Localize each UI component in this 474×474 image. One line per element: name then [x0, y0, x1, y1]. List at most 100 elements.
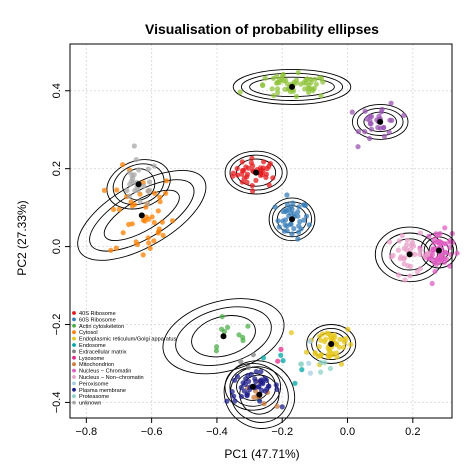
- data-point: [145, 188, 151, 194]
- data-point: [229, 389, 235, 395]
- legend-entry-label: 60S Ribosome: [79, 317, 116, 323]
- probability-ellipse: [351, 103, 409, 140]
- data-point: [234, 172, 241, 178]
- data-point: [448, 251, 454, 258]
- data-point: [381, 133, 387, 139]
- data-point: [293, 93, 300, 100]
- data-point: [426, 233, 432, 239]
- data-point: [407, 273, 413, 279]
- data-point: [278, 346, 284, 352]
- data-point: [397, 256, 403, 262]
- data-point: [126, 221, 132, 228]
- probability-ellipse: [223, 360, 296, 429]
- data-point: [214, 344, 220, 350]
- data-point: [131, 143, 137, 149]
- data-point: [307, 370, 313, 376]
- data-point: [252, 376, 258, 382]
- data-point: [238, 384, 244, 391]
- y-axis-label: PC2 (27.33%): [15, 200, 29, 275]
- data-point: [298, 81, 304, 87]
- data-point: [280, 218, 286, 224]
- data-point: [230, 170, 236, 176]
- probability-ellipse: [229, 154, 283, 191]
- probability-ellipse: [103, 189, 180, 241]
- data-point: [387, 239, 393, 245]
- data-point: [295, 236, 301, 242]
- legend-marker: [72, 381, 76, 386]
- y-tick-label: −0.2: [51, 314, 63, 336]
- centroid-point: [249, 383, 256, 390]
- legend-entry-label: Actin cytoskeleton: [79, 324, 124, 330]
- x-tick-label: 0.0: [340, 426, 355, 438]
- centroid-point: [256, 391, 263, 398]
- data-point: [447, 263, 453, 269]
- data-point: [338, 361, 345, 367]
- data-point: [402, 277, 408, 283]
- centroid-point: [435, 247, 442, 254]
- data-point: [266, 383, 272, 389]
- data-point: [225, 324, 231, 330]
- data-point: [306, 222, 312, 228]
- legend-marker: [72, 336, 76, 341]
- data-point: [239, 159, 245, 165]
- data-point: [388, 100, 394, 106]
- data-point: [284, 202, 290, 208]
- data-point: [417, 230, 423, 236]
- data-point: [280, 358, 286, 364]
- probability-ellipse: [162, 298, 285, 375]
- legend-entry-label: Cytosol: [79, 330, 98, 336]
- data-point: [257, 398, 263, 404]
- data-point: [288, 221, 294, 227]
- data-point: [266, 182, 272, 188]
- legend-marker: [72, 400, 76, 405]
- probability-ellipse: [232, 68, 352, 105]
- data-point: [273, 382, 279, 388]
- legend-marker: [72, 311, 76, 315]
- data-point: [262, 75, 268, 81]
- legend-entry-label: Proteasome: [79, 394, 109, 400]
- data-point: [407, 246, 413, 253]
- data-point: [281, 228, 287, 234]
- data-point: [151, 163, 157, 169]
- probability-ellipse: [191, 315, 256, 358]
- data-point: [367, 135, 373, 142]
- data-point: [333, 350, 340, 356]
- data-point: [236, 332, 242, 338]
- data-point: [108, 247, 114, 253]
- legend-entry-label: Mitochondrion: [79, 362, 114, 368]
- data-point: [430, 257, 436, 263]
- y-tick-label: 0.2: [51, 161, 63, 176]
- data-point: [303, 349, 309, 355]
- data-point: [378, 109, 384, 115]
- data-point: [219, 314, 225, 320]
- data-point: [258, 369, 264, 375]
- data-point: [381, 125, 387, 131]
- legend-entry-label: Endosome: [79, 343, 106, 349]
- data-point: [301, 202, 307, 208]
- data-point: [291, 226, 297, 232]
- data-point: [250, 352, 256, 358]
- data-point: [159, 219, 165, 225]
- centroid-point: [138, 212, 145, 219]
- data-point: [342, 339, 348, 345]
- x-tick-label: −0.2: [271, 426, 293, 438]
- data-point: [129, 203, 135, 209]
- data-point: [240, 337, 246, 344]
- data-point: [399, 233, 405, 239]
- data-point: [237, 89, 243, 95]
- data-point: [241, 388, 247, 394]
- data-point: [299, 367, 305, 373]
- data-point: [312, 76, 318, 82]
- data-point: [245, 364, 251, 370]
- data-point: [292, 380, 298, 386]
- data-point: [132, 187, 138, 193]
- legend-entry-label: Nucleus − Chromatin: [79, 369, 131, 375]
- data-point: [355, 144, 361, 150]
- data-point: [152, 190, 158, 196]
- data-point: [114, 187, 120, 193]
- data-point: [151, 238, 157, 244]
- legend-marker: [72, 349, 76, 354]
- data-point: [368, 121, 374, 127]
- data-point: [404, 237, 410, 243]
- data-point: [362, 129, 368, 135]
